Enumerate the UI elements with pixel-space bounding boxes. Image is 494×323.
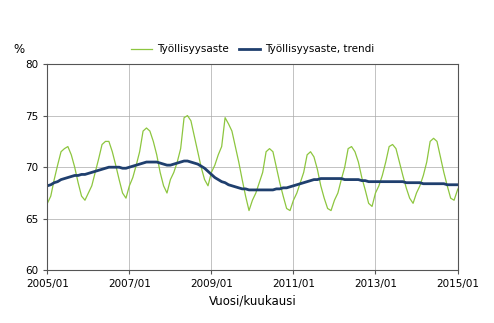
X-axis label: Vuosi/kuukausi: Vuosi/kuukausi	[208, 295, 296, 308]
Työllisyysaste, trendi	[342, 178, 348, 182]
Työllisyysaste, trendi	[181, 159, 187, 163]
Työllisyysaste, trendi	[164, 163, 170, 167]
Työllisyysaste	[164, 191, 170, 195]
Työllisyysaste	[301, 171, 307, 174]
Työllisyysaste, trendi	[301, 181, 307, 185]
Työllisyysaste	[185, 114, 191, 118]
Legend: Työllisyysaste, Työllisyysaste, trendi: Työllisyysaste, Työllisyysaste, trendi	[126, 40, 378, 59]
Työllisyysaste, trendi	[188, 160, 194, 164]
Työllisyysaste	[342, 165, 348, 169]
Line: Työllisyysaste, trendi: Työllisyysaste, trendi	[47, 161, 494, 190]
Työllisyysaste	[167, 178, 173, 182]
Työllisyysaste, trendi	[167, 163, 173, 167]
Työllisyysaste, trendi	[246, 188, 252, 192]
Työllisyysaste, trendi	[102, 166, 108, 170]
Työllisyysaste	[246, 209, 252, 213]
Työllisyysaste, trendi	[44, 184, 50, 188]
Y-axis label: %: %	[13, 43, 24, 56]
Työllisyysaste	[188, 119, 194, 123]
Työllisyysaste	[44, 201, 50, 205]
Line: Työllisyysaste: Työllisyysaste	[47, 116, 494, 211]
Työllisyysaste	[102, 140, 108, 143]
